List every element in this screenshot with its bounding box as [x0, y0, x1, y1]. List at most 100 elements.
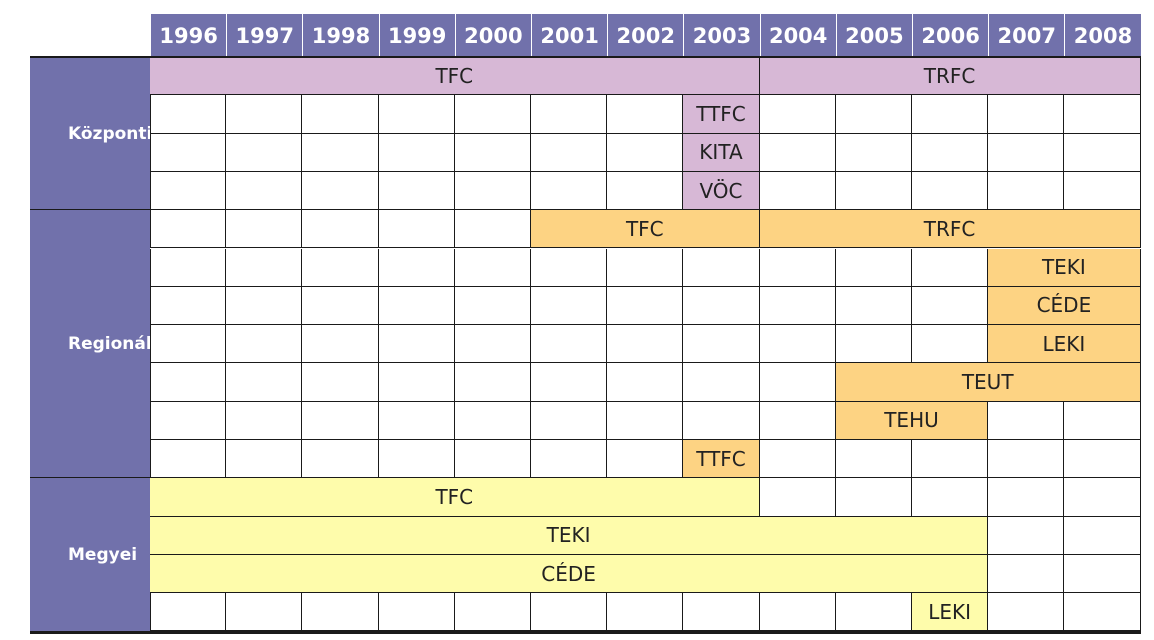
- empty-cell: [759, 401, 836, 440]
- empty-cell: [607, 248, 684, 287]
- empty-cell: [226, 210, 303, 249]
- empty-cell: [531, 401, 608, 440]
- empty-cell: [378, 286, 455, 326]
- empty-cell: [226, 325, 303, 364]
- empty-cell: [683, 593, 760, 632]
- empty-cell: [454, 248, 531, 287]
- year-header-2000: 2000: [454, 14, 531, 57]
- empty-cell: [759, 478, 836, 517]
- empty-cell: [1064, 478, 1141, 517]
- empty-cell: [759, 325, 836, 364]
- empty-cell: [531, 440, 608, 479]
- empty-cell: [531, 171, 608, 211]
- group-separator: [30, 630, 1141, 634]
- empty-cell: [531, 593, 608, 632]
- empty-cell: [988, 516, 1065, 555]
- empty-cell: [454, 286, 531, 326]
- empty-cell: [378, 325, 455, 364]
- timeline-bar: TFC: [150, 478, 760, 517]
- year-header-1998: 1998: [302, 14, 379, 57]
- empty-cell: [454, 133, 531, 172]
- empty-cell: [378, 95, 455, 134]
- empty-cell: [759, 363, 836, 402]
- empty-cell: [454, 593, 531, 632]
- empty-cell: [150, 286, 227, 326]
- group-label: Regionális: [30, 210, 168, 479]
- timeline-bar: TEUT: [835, 363, 1141, 402]
- empty-cell: [759, 171, 836, 211]
- empty-cell: [759, 593, 836, 632]
- empty-cell: [683, 363, 760, 402]
- empty-cell: [683, 248, 760, 287]
- empty-cell: [302, 210, 379, 249]
- empty-cell: [1064, 440, 1141, 479]
- year-header-1997: 1997: [226, 14, 303, 57]
- timeline-bar: TFC: [150, 57, 760, 96]
- empty-cell: [759, 248, 836, 287]
- empty-cell: [226, 401, 303, 440]
- empty-cell: [1064, 133, 1141, 172]
- empty-cell: [302, 133, 379, 172]
- empty-cell: [607, 401, 684, 440]
- empty-cell: [378, 401, 455, 440]
- empty-cell: [835, 133, 912, 172]
- empty-cell: [150, 171, 227, 211]
- empty-cell: [226, 593, 303, 632]
- empty-cell: [835, 171, 912, 211]
- empty-cell: [378, 363, 455, 402]
- empty-cell: [226, 95, 303, 134]
- group-label: Megyei: [30, 478, 150, 632]
- empty-cell: [302, 286, 379, 326]
- empty-cell: [683, 286, 760, 326]
- empty-cell: [302, 363, 379, 402]
- empty-cell: [607, 440, 684, 479]
- year-header-2007: 2007: [988, 14, 1065, 57]
- empty-cell: [759, 133, 836, 172]
- empty-cell: [454, 401, 531, 440]
- timeline-bar: KITA: [683, 133, 760, 172]
- year-header-1996: 1996: [150, 14, 227, 57]
- year-header-2006: 2006: [912, 14, 989, 57]
- header-separator: [30, 56, 1141, 58]
- empty-cell: [378, 171, 455, 211]
- empty-cell: [454, 171, 531, 211]
- empty-cell: [988, 401, 1065, 440]
- empty-cell: [302, 171, 379, 211]
- empty-cell: [607, 593, 684, 632]
- empty-cell: [835, 286, 912, 326]
- timeline-bar: TEHU: [835, 401, 989, 440]
- empty-cell: [531, 286, 608, 326]
- empty-cell: [150, 95, 227, 134]
- year-header-2002: 2002: [607, 14, 684, 57]
- timeline-bar: TEKI: [988, 248, 1141, 287]
- empty-cell: [531, 95, 608, 134]
- empty-cell: [150, 210, 227, 249]
- timeline-bar: VÖC: [683, 171, 760, 211]
- year-header-2008: 2008: [1064, 14, 1141, 57]
- empty-cell: [912, 171, 989, 211]
- year-header-1999: 1999: [378, 14, 455, 57]
- empty-cell: [150, 248, 227, 287]
- empty-cell: [226, 440, 303, 479]
- empty-cell: [759, 286, 836, 326]
- year-header-2005: 2005: [835, 14, 912, 57]
- empty-cell: [988, 593, 1065, 632]
- empty-cell: [531, 248, 608, 287]
- timeline-bar: TFC: [531, 210, 760, 249]
- empty-cell: [1064, 95, 1141, 134]
- empty-cell: [835, 478, 912, 517]
- empty-cell: [607, 363, 684, 402]
- empty-cell: [1064, 593, 1141, 632]
- empty-cell: [302, 440, 379, 479]
- empty-cell: [912, 248, 989, 287]
- empty-cell: [226, 171, 303, 211]
- empty-cell: [454, 325, 531, 364]
- empty-cell: [607, 95, 684, 134]
- empty-cell: [378, 133, 455, 172]
- timeline-bar: TRFC: [759, 57, 1141, 96]
- empty-cell: [226, 248, 303, 287]
- empty-cell: [988, 554, 1065, 594]
- timeline-bar: TEKI: [150, 516, 989, 555]
- empty-cell: [912, 133, 989, 172]
